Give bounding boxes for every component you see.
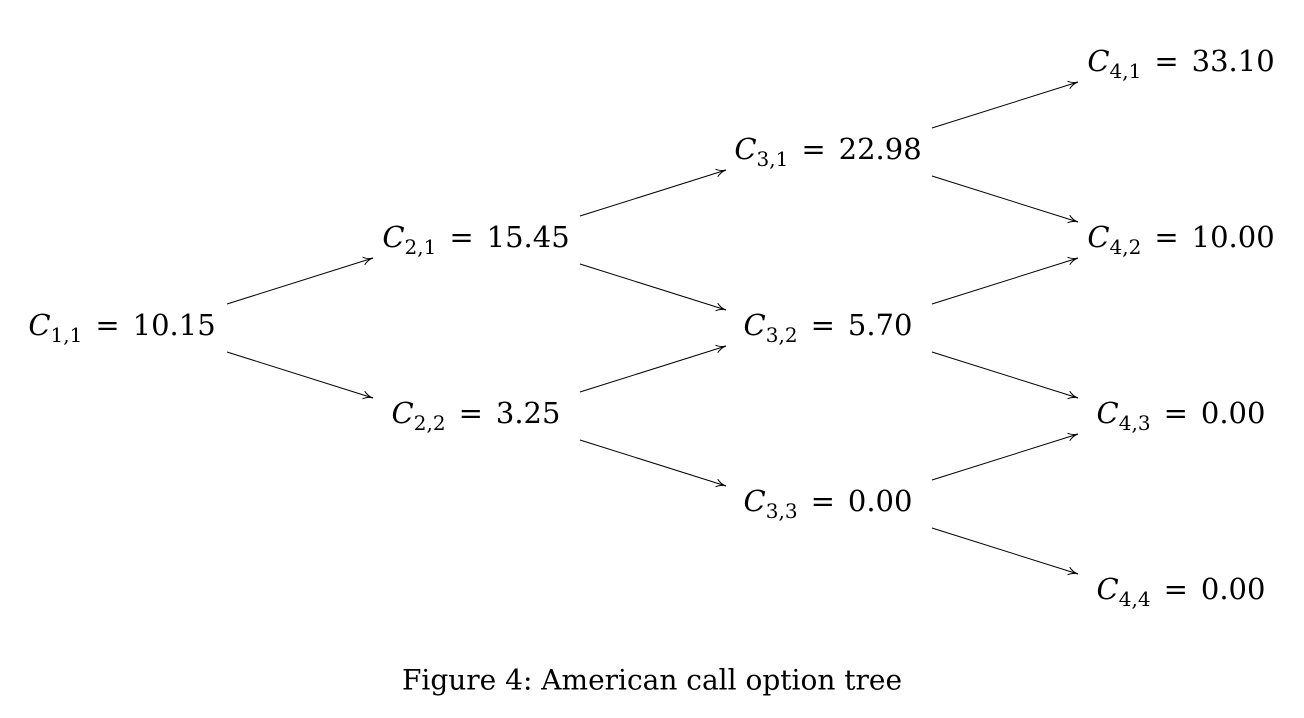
node-symbol: C (1087, 44, 1110, 78)
tree-node-n42: C4,2 = 10.00 (1087, 220, 1275, 259)
tree-node-n44: C4,4 = 0.00 (1096, 572, 1266, 611)
node-equals-sign: = (810, 484, 835, 518)
tree-edge-n33-n44 (931, 527, 1078, 574)
node-equals-sign: = (1154, 220, 1179, 254)
node-symbol: C (382, 220, 405, 254)
node-subscript: 4,2 (1109, 235, 1142, 259)
node-symbol: C (1087, 220, 1110, 254)
node-subscript: 2,1 (404, 235, 437, 259)
tree-edge-n31-n41 (931, 82, 1078, 129)
node-equals-sign: = (801, 132, 826, 166)
node-symbol: C (1096, 396, 1119, 430)
tree-edge-n11-n21 (226, 258, 373, 305)
node-value: 0.00 (1200, 396, 1266, 430)
tree-edge-n22-n33 (579, 439, 726, 486)
tree-edge-n11-n22 (226, 351, 373, 398)
node-equals-sign: = (458, 396, 483, 430)
tree-edge-n21-n31 (579, 170, 726, 217)
node-equals-sign: = (1163, 396, 1188, 430)
node-symbol: C (391, 396, 414, 430)
node-symbol: C (743, 484, 766, 518)
node-subscript: 2,2 (413, 411, 446, 435)
tree-node-n11: C1,1 = 10.15 (28, 308, 216, 347)
node-value: 10.00 (1191, 220, 1275, 254)
node-subscript: 3,1 (756, 147, 789, 171)
tree-node-n33: C3,3 = 0.00 (743, 484, 913, 523)
node-subscript: 3,3 (765, 499, 798, 523)
node-value: 5.70 (847, 308, 913, 342)
tree-node-n43: C4,3 = 0.00 (1096, 396, 1266, 435)
node-subscript: 3,2 (765, 323, 798, 347)
figure-caption: Figure 4: American call option tree (401, 663, 903, 697)
tree-edge-n32-n42 (931, 258, 1078, 305)
node-subscript: 4,4 (1118, 587, 1151, 611)
node-symbol: C (1096, 572, 1119, 606)
tree-edge-n33-n43 (931, 434, 1078, 481)
node-subscript: 1,1 (50, 323, 83, 347)
node-value: 0.00 (1200, 572, 1266, 606)
node-value: 10.15 (132, 308, 216, 342)
node-equals-sign: = (1163, 572, 1188, 606)
node-subscript: 4,1 (1109, 59, 1142, 83)
node-value: 0.00 (847, 484, 913, 518)
node-equals-sign: = (810, 308, 835, 342)
node-equals-sign: = (95, 308, 120, 342)
tree-node-n41: C4,1 = 33.10 (1087, 44, 1275, 83)
node-symbol: C (28, 308, 51, 342)
node-equals-sign: = (1154, 44, 1179, 78)
node-value: 22.98 (838, 132, 922, 166)
tree-node-n32: C3,2 = 5.70 (743, 308, 913, 347)
tree-node-n22: C2,2 = 3.25 (391, 396, 561, 435)
node-symbol: C (734, 132, 757, 166)
tree-edge-n32-n43 (931, 351, 1078, 398)
tree-edge-n31-n42 (931, 175, 1078, 222)
tree-node-n31: C3,1 = 22.98 (734, 132, 922, 171)
node-symbol: C (743, 308, 766, 342)
node-value: 3.25 (495, 396, 561, 430)
tree-node-n21: C2,1 = 15.45 (382, 220, 570, 259)
tree-edge-n22-n32 (579, 346, 726, 393)
node-value: 33.10 (1191, 44, 1275, 78)
node-subscript: 4,3 (1118, 411, 1151, 435)
node-equals-sign: = (449, 220, 474, 254)
tree-edge-n21-n32 (579, 263, 726, 310)
node-value: 15.45 (486, 220, 570, 254)
